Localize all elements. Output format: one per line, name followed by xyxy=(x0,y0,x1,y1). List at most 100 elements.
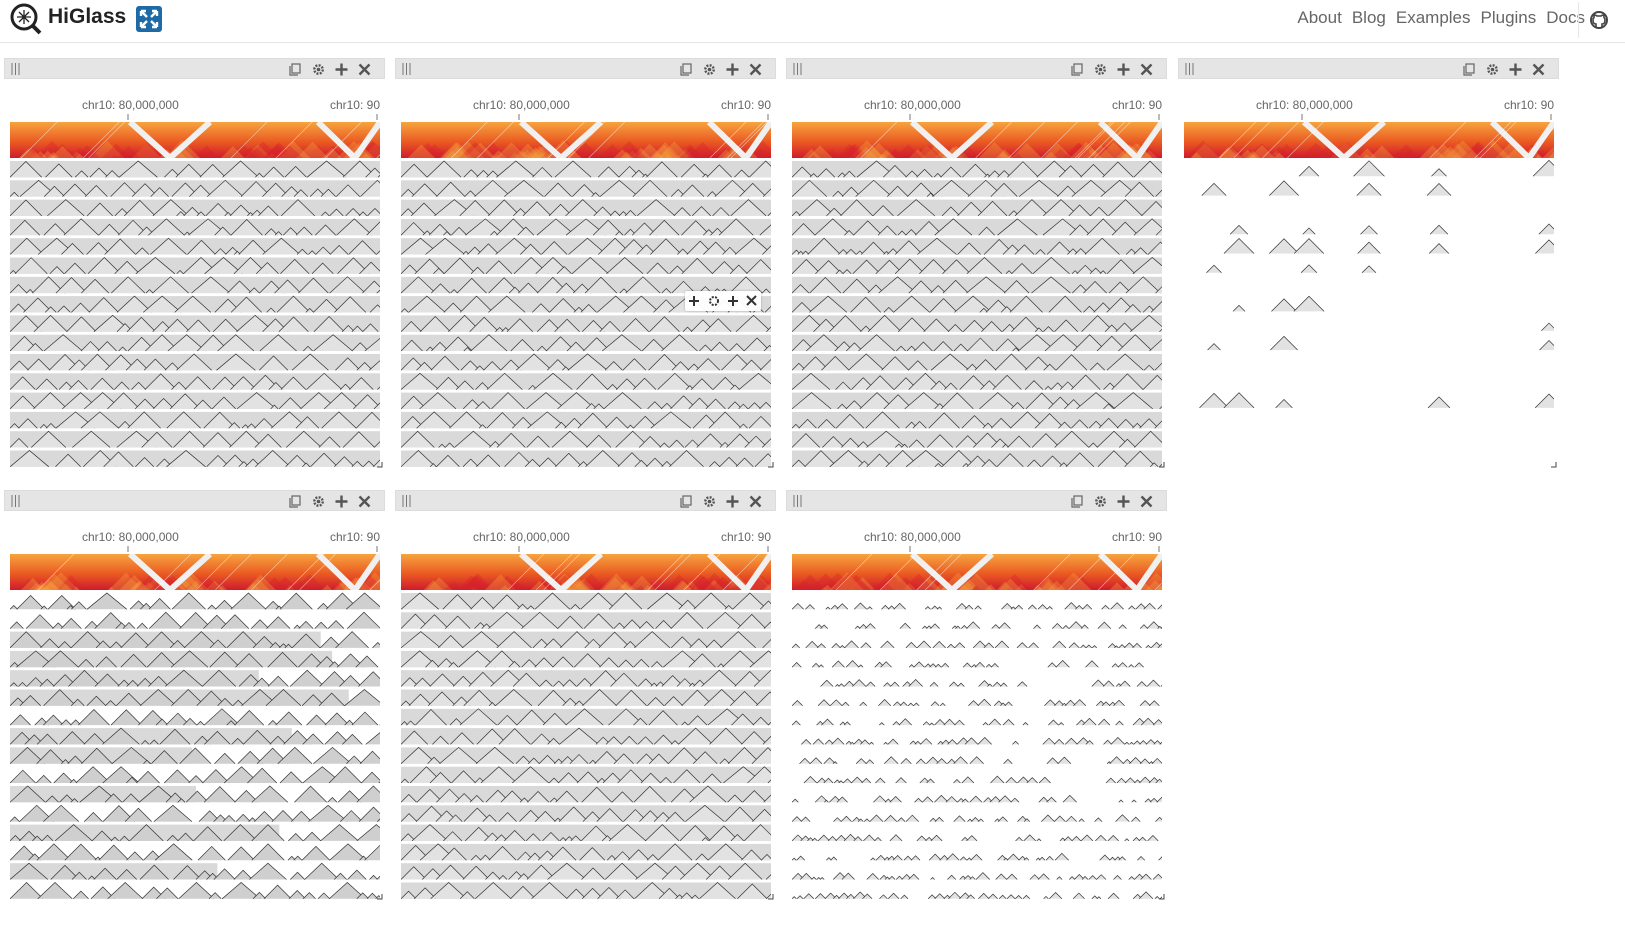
higlass-logo-icon[interactable] xyxy=(10,3,42,35)
view-header[interactable] xyxy=(786,490,1167,511)
track-row[interactable] xyxy=(792,450,1162,468)
track-row[interactable] xyxy=(10,766,380,784)
heatmap-track[interactable] xyxy=(10,554,380,590)
view-panel[interactable]: chr10: 80,000,000 chr10: 90 xyxy=(1178,58,1559,473)
brand-title[interactable]: HiGlass xyxy=(48,5,127,28)
track-row[interactable] xyxy=(10,804,380,822)
nav-docs[interactable]: Docs xyxy=(1546,8,1585,27)
track-row[interactable] xyxy=(10,276,380,294)
close-icon[interactable] xyxy=(357,62,372,77)
track-row[interactable] xyxy=(401,727,771,745)
triangle-tracks[interactable] xyxy=(10,591,380,901)
track-row[interactable] xyxy=(401,334,771,352)
copy-icon[interactable] xyxy=(1070,62,1085,77)
track-row[interactable] xyxy=(1298,159,1554,177)
track-row[interactable] xyxy=(792,794,1162,803)
gear-icon[interactable] xyxy=(311,62,326,77)
track-row[interactable] xyxy=(1229,223,1554,235)
track-row[interactable] xyxy=(1206,264,1377,274)
triangle-tracks[interactable] xyxy=(1184,159,1554,469)
drag-handle-icon[interactable] xyxy=(402,63,412,75)
track-row[interactable] xyxy=(401,804,771,822)
track-row[interactable] xyxy=(792,334,1162,352)
track-row[interactable] xyxy=(792,179,1162,197)
track-row[interactable] xyxy=(401,218,771,236)
copy-icon[interactable] xyxy=(679,62,694,77)
track-row[interactable] xyxy=(10,179,380,197)
track-row[interactable] xyxy=(792,160,1162,178)
close-icon[interactable] xyxy=(357,494,372,509)
track-row[interactable] xyxy=(814,621,1162,629)
track-row[interactable] xyxy=(10,650,379,668)
gear-icon[interactable] xyxy=(1093,62,1108,77)
track-row[interactable] xyxy=(792,314,1162,332)
track-row[interactable] xyxy=(401,592,771,610)
track-row[interactable] xyxy=(799,756,1162,764)
view-panel[interactable]: chr10: 80,000,000 chr10: 90 xyxy=(395,490,776,905)
track-row[interactable] xyxy=(1232,295,1325,312)
drag-handle-icon[interactable] xyxy=(11,495,21,507)
track-row[interactable] xyxy=(792,218,1162,236)
nav-about[interactable]: About xyxy=(1297,8,1342,27)
track-row[interactable] xyxy=(1541,322,1554,331)
track-row[interactable] xyxy=(10,392,380,410)
track-row[interactable] xyxy=(10,218,380,236)
close-icon[interactable] xyxy=(1139,62,1154,77)
track-row[interactable] xyxy=(10,669,380,687)
track-row[interactable] xyxy=(792,698,1160,707)
track-row[interactable] xyxy=(10,611,380,629)
track-row[interactable] xyxy=(10,334,380,352)
track-row[interactable] xyxy=(10,237,380,255)
track-row[interactable] xyxy=(10,862,380,880)
track-row[interactable] xyxy=(401,237,771,255)
track-row[interactable] xyxy=(10,592,380,610)
track-row[interactable] xyxy=(401,708,771,726)
track-row[interactable] xyxy=(792,717,1162,726)
triangle-tracks[interactable] xyxy=(792,159,1162,469)
track-row[interactable] xyxy=(401,450,771,468)
copy-icon[interactable] xyxy=(288,62,303,77)
track-row[interactable] xyxy=(401,353,771,371)
gear-icon[interactable] xyxy=(702,494,717,509)
heatmap-track[interactable] xyxy=(401,554,771,590)
track-row[interactable] xyxy=(401,766,771,784)
track-row[interactable] xyxy=(401,160,771,178)
track-row[interactable] xyxy=(401,882,771,900)
track-row[interactable] xyxy=(10,727,380,745)
drag-handle-icon[interactable] xyxy=(11,63,21,75)
drag-handle-icon[interactable] xyxy=(793,63,803,75)
plus-icon[interactable] xyxy=(334,494,349,509)
track-row[interactable] xyxy=(792,891,1162,900)
track-row[interactable] xyxy=(792,640,1162,649)
plus-icon[interactable] xyxy=(725,494,740,509)
heatmap-track[interactable] xyxy=(10,122,380,158)
view-header[interactable] xyxy=(1178,58,1559,79)
track-row[interactable] xyxy=(792,872,1162,880)
resize-handle-icon[interactable] xyxy=(1159,462,1165,468)
gear-icon[interactable] xyxy=(1093,494,1108,509)
copy-icon[interactable] xyxy=(679,494,694,509)
plus-icon[interactable] xyxy=(725,62,740,77)
track-row[interactable] xyxy=(401,689,771,707)
track-row[interactable] xyxy=(792,295,1162,313)
track-row[interactable] xyxy=(401,785,771,803)
track-row[interactable] xyxy=(1223,237,1554,254)
nav-blog[interactable]: Blog xyxy=(1351,8,1386,27)
track-row[interactable] xyxy=(792,814,1162,822)
view-panel[interactable]: chr10: 80,000,000 chr10: 90 xyxy=(786,58,1167,473)
gear-icon[interactable] xyxy=(702,62,717,77)
resize-handle-icon[interactable] xyxy=(768,462,774,468)
track-row[interactable] xyxy=(401,862,771,880)
drag-handle-icon[interactable] xyxy=(793,495,803,507)
track-row[interactable] xyxy=(401,179,771,197)
track-row[interactable] xyxy=(401,650,771,668)
copy-icon[interactable] xyxy=(1070,494,1085,509)
gear-icon[interactable] xyxy=(311,494,326,509)
track-row[interactable] xyxy=(10,708,380,726)
track-row[interactable] xyxy=(792,430,1162,448)
close-icon[interactable] xyxy=(748,494,763,509)
view-header[interactable] xyxy=(395,58,776,79)
track-row[interactable] xyxy=(10,882,380,900)
triangle-tracks[interactable] xyxy=(792,591,1162,901)
track-row[interactable] xyxy=(401,631,771,649)
